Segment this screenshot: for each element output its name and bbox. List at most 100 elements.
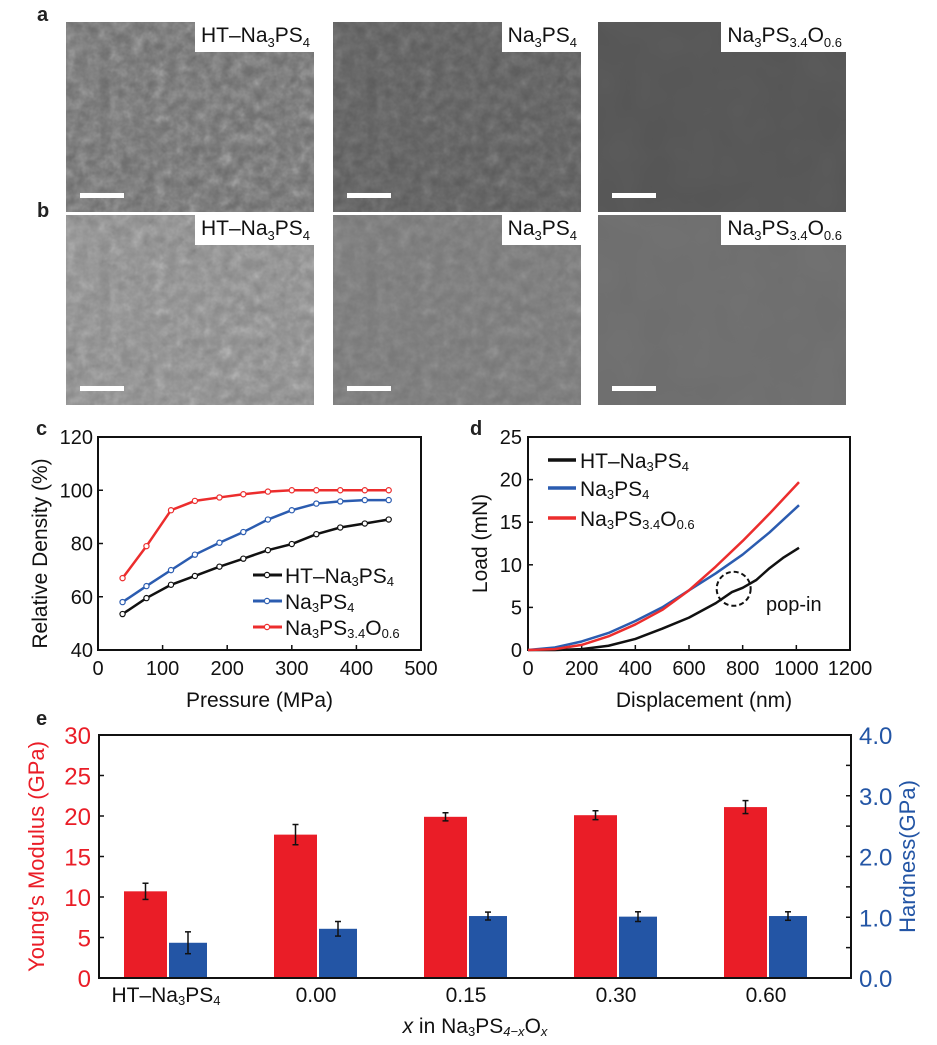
- x-tick-label: 300: [275, 658, 308, 680]
- text-segment: Na: [507, 217, 535, 240]
- text-segment: PS: [475, 1015, 503, 1038]
- series-line: [528, 546, 800, 652]
- text-segment: 0.60: [746, 984, 787, 1007]
- x-tick-label: 1200: [828, 658, 873, 680]
- youngs-modulus-bar: [124, 891, 167, 978]
- y-tick-label: 80: [71, 534, 93, 556]
- hardness-bar: [469, 916, 507, 978]
- text-segment: 4: [213, 993, 220, 1008]
- text-segment: Na: [580, 508, 607, 531]
- y-tick-label: 100: [60, 480, 93, 502]
- x-tick-label: 400: [340, 658, 373, 680]
- x-tick-label: 200: [211, 658, 244, 680]
- legend-label: Na3PS3.4O0.6: [580, 508, 695, 532]
- x-tick-label: 0: [92, 658, 103, 680]
- sem-image-label: Na3PS4: [501, 22, 581, 52]
- text-segment: 3: [754, 35, 762, 50]
- panel-label-b: b: [37, 200, 50, 222]
- text-segment: PS: [319, 591, 347, 614]
- text-segment: PS: [654, 450, 682, 473]
- sem-texture: [598, 215, 846, 405]
- x-tick-label: 200: [565, 658, 598, 680]
- data-point: [240, 555, 247, 562]
- data-point: [216, 539, 223, 546]
- left-y-axis-label: Young's Modulus (GPa): [24, 741, 49, 972]
- category-label: 0.00: [296, 984, 337, 1007]
- sem-image-row-a-2: Na3PS4: [333, 22, 581, 212]
- left-y-tick-label: 15: [64, 845, 91, 872]
- data-point: [288, 507, 295, 514]
- y-tick-label: 120: [60, 427, 93, 449]
- text-segment: 3.4: [789, 35, 808, 50]
- panel-label-d: d: [470, 418, 483, 440]
- youngs-modulus-bar: [274, 834, 317, 978]
- text-segment: 4−x: [503, 1024, 525, 1039]
- text-segment: PS: [614, 478, 642, 501]
- x-tick-label: 400: [619, 658, 652, 680]
- text-segment: HT–Na: [580, 450, 647, 473]
- hardness-bar: [319, 928, 357, 978]
- series-line: [121, 498, 389, 604]
- y-tick-label: 40: [71, 640, 93, 662]
- youngs-modulus-bar: [574, 815, 617, 978]
- text-segment: 4: [387, 574, 394, 589]
- legend-label: Na3PS3.4O0.6: [285, 617, 400, 641]
- data-point: [264, 488, 272, 495]
- text-segment: O: [807, 217, 824, 240]
- text-segment: Na: [727, 24, 755, 47]
- text-segment: 3: [607, 517, 614, 532]
- data-point: [385, 496, 392, 504]
- text-segment: 4: [682, 459, 689, 474]
- left-y-tick-label: 5: [78, 926, 91, 953]
- data-point: [313, 500, 320, 507]
- data-point: [143, 542, 150, 550]
- legend-marker: [263, 571, 271, 579]
- data-point: [361, 487, 368, 494]
- text-segment: 3: [534, 35, 542, 50]
- text-segment: 0.6: [382, 626, 400, 641]
- sem-image-row-b-1: HT–Na3PS4: [66, 215, 314, 405]
- legend-label: HT–Na3PS4: [285, 565, 394, 589]
- text-segment: PS: [761, 217, 790, 240]
- legend-marker: [263, 623, 271, 631]
- sem-tint: [598, 215, 846, 405]
- text-segment: PS: [359, 565, 387, 588]
- sem-image-label: HT–Na3PS4: [194, 22, 314, 52]
- sem-texture: [66, 215, 314, 405]
- relative-density-chart: 0 100 200 300 400 500 40 60 80 100 120 Pressure (MP…: [29, 427, 438, 712]
- data-point: [191, 551, 199, 558]
- x-axis-label: Pressure (MPa): [186, 689, 333, 712]
- data-point: [191, 497, 199, 505]
- text-segment: PS: [274, 24, 303, 47]
- text-segment: PS: [185, 984, 213, 1007]
- legend-marker: [263, 597, 271, 605]
- text-segment: 3.4: [347, 626, 365, 641]
- series-line: [527, 481, 800, 652]
- x-tick-label: 1000: [774, 658, 819, 680]
- category-label: HT–Na3PS4: [111, 984, 220, 1008]
- scale-bar: [612, 193, 656, 198]
- right-y-tick-label: 3.0: [859, 784, 892, 811]
- text-segment: x: [402, 1015, 415, 1038]
- data-point: [385, 487, 392, 494]
- text-segment: PS: [319, 617, 347, 640]
- data-point: [288, 540, 295, 548]
- right-y-axis-label: Hardness(GPa): [895, 780, 920, 933]
- text-segment: 4: [302, 35, 310, 50]
- category-label: 0.60: [746, 984, 787, 1007]
- sem-image-label: Na3PS3.4O0.6: [721, 215, 846, 245]
- text-segment: Na: [580, 478, 607, 501]
- sem-noise: [333, 22, 581, 212]
- text-segment: 4: [569, 228, 577, 243]
- sem-image-row-b-2: Na3PS4: [333, 215, 581, 405]
- y-tick-label: 20: [500, 470, 522, 492]
- series-line: [121, 489, 389, 579]
- text-segment: O: [525, 1015, 541, 1038]
- text-segment: 0.15: [446, 984, 487, 1007]
- sem-texture: [333, 215, 581, 405]
- data-point: [313, 487, 320, 494]
- x-tick-label: 500: [404, 658, 437, 680]
- text-segment: 0.6: [677, 517, 695, 532]
- text-segment: 0.6: [823, 35, 842, 50]
